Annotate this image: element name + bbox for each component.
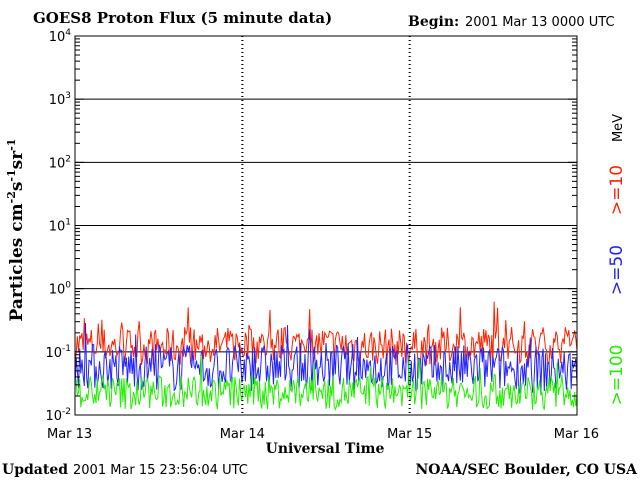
- legend-entry-ge10: >=10: [607, 165, 627, 215]
- series-line-ge100: [74, 355, 578, 412]
- y-tick-exponent: 4: [65, 28, 71, 38]
- y-axis-label-sup2: -1: [5, 169, 18, 181]
- x-tick-label: Mar 16: [554, 427, 599, 442]
- legend-entry-ge50: >=50: [607, 245, 627, 295]
- y-tick-exponent: 2: [65, 154, 71, 164]
- y-tick-base: 10: [45, 346, 62, 361]
- y-tick-exponent: -2: [62, 407, 71, 417]
- y-tick-base: 10: [45, 409, 62, 424]
- series-line-ge50: [74, 322, 578, 395]
- y-axis-label: Particles cm-2s-1sr-1: [5, 139, 27, 322]
- y-axis-label-sup1: -2: [5, 191, 18, 203]
- y-axis-label-sup3: -1: [5, 139, 18, 151]
- y-tick-label: 102: [49, 154, 71, 171]
- updated-label: Updated: [2, 462, 68, 478]
- x-tick-label: Mar 14: [220, 427, 265, 442]
- y-tick-label: 10-1: [45, 344, 71, 361]
- legend: >=10 >=50 >=100 MeV: [607, 114, 627, 406]
- x-tick-label: Mar 13: [47, 427, 92, 442]
- y-tick-label: 103: [49, 91, 71, 108]
- y-tick-base: 10: [49, 220, 66, 235]
- y-tick-exponent: 3: [65, 91, 71, 101]
- y-tick-label: 10-2: [45, 407, 71, 424]
- y-tick-exponent: 1: [65, 218, 71, 228]
- y-axis-label-mid1: s: [7, 182, 27, 192]
- updated-value: 2001 Mar 15 23:56:04 UTC: [73, 463, 248, 478]
- y-tick-label: 101: [49, 218, 71, 235]
- y-tick-label: 104: [49, 28, 72, 45]
- y-tick-label: 100: [49, 281, 72, 298]
- y-tick-base: 10: [49, 93, 66, 108]
- y-tick-base: 10: [49, 156, 66, 171]
- y-tick-exponent: -1: [62, 344, 71, 354]
- y-tick-exponent: 0: [65, 281, 71, 291]
- y-axis-label-base: Particles cm: [7, 203, 27, 321]
- y-tick-base: 10: [49, 283, 66, 298]
- legend-unit: MeV: [611, 114, 626, 142]
- begin-label: Begin:: [408, 14, 459, 30]
- x-axis-label: Universal Time: [266, 441, 385, 457]
- y-tick-base: 10: [49, 30, 66, 45]
- y-axis-label-mid2: sr: [7, 150, 27, 170]
- x-tick-label: Mar 15: [387, 427, 432, 442]
- source-credit: NOAA/SEC Boulder, CO USA: [416, 462, 639, 478]
- legend-entry-ge100: >=100: [607, 345, 627, 406]
- chart-title: GOES8 Proton Flux (5 minute data): [33, 9, 332, 27]
- begin-value: 2001 Mar 13 0000 UTC: [465, 15, 615, 30]
